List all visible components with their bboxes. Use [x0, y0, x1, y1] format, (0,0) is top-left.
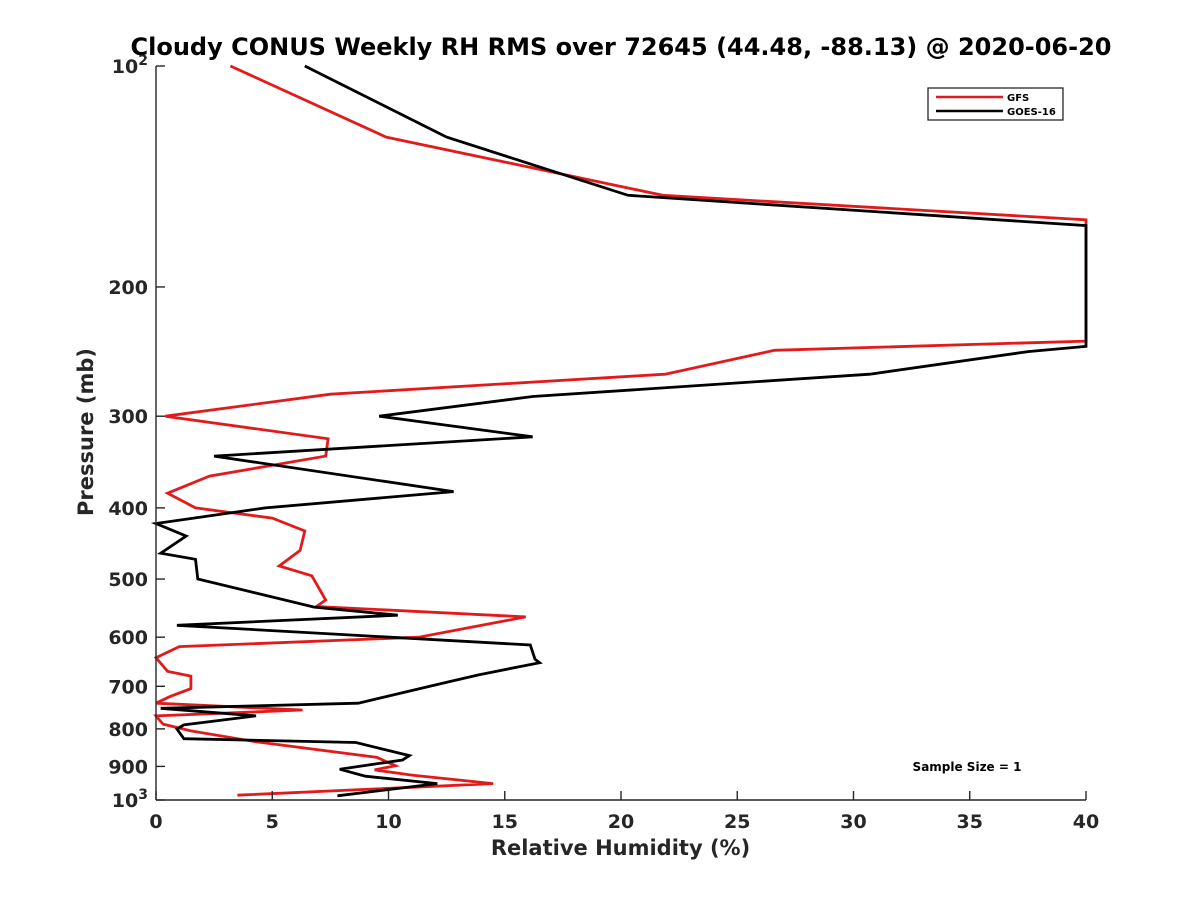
x-tick-label: 25	[724, 811, 750, 833]
x-tick-label: 10	[375, 811, 401, 833]
y-tick-label: 500	[108, 569, 148, 591]
x-tick-label: 30	[840, 811, 866, 833]
x-tick-label: 0	[149, 811, 162, 833]
y-tick-label: 700	[108, 676, 148, 698]
plot-area: 0 5 10 15 20 25 30 35 40 102 200 300 400 500 600 700 800…	[108, 53, 1099, 833]
legend-label-gfs: GFS	[1007, 93, 1029, 104]
series-line-goes16	[150, 64, 1088, 798]
series-layer	[150, 64, 1088, 798]
y-axis-label: Pressure (mb)	[74, 348, 98, 516]
y-tick-label: 102	[112, 53, 148, 78]
y-tick-label: 600	[108, 627, 148, 649]
x-tick-label: 35	[957, 811, 983, 833]
x-tick-label: 15	[492, 811, 518, 833]
x-tick-label: 5	[266, 811, 279, 833]
sample-size-annotation: Sample Size = 1	[913, 760, 1022, 774]
series-line-gfs	[153, 64, 1088, 797]
y-tick-label: 103	[112, 787, 148, 812]
legend-box	[927, 87, 1064, 121]
x-tick-label: 20	[608, 811, 634, 833]
x-tick-label: 40	[1073, 811, 1099, 833]
y-tick-label: 200	[108, 277, 148, 299]
y-tick-label: 800	[108, 719, 148, 741]
y-tick-label: 900	[108, 756, 148, 778]
ticks-layer: 0 5 10 15 20 25 30 35 40 102 200 300 400 500 600 700 800…	[108, 53, 1099, 833]
legend-label-goes16: GOES-16	[1007, 107, 1056, 118]
x-axis-label: Relative Humidity (%)	[491, 836, 750, 860]
chart-title: Cloudy CONUS Weekly RH RMS over 72645 (4…	[131, 33, 1112, 61]
y-tick-label: 400	[108, 498, 148, 520]
legend: GFS GOES-16	[927, 87, 1064, 121]
y-tick-label: 300	[108, 406, 148, 428]
